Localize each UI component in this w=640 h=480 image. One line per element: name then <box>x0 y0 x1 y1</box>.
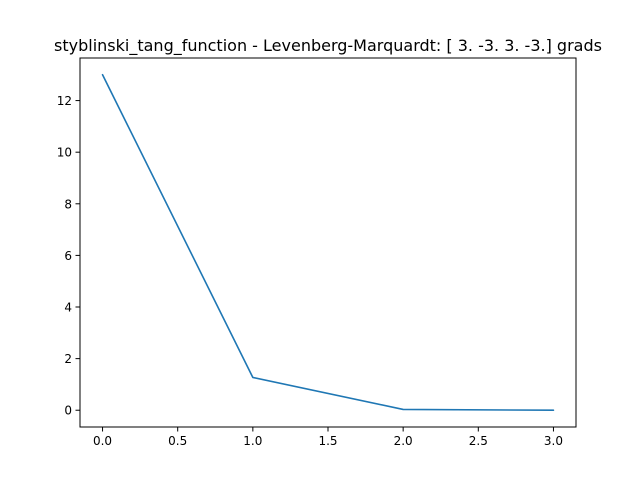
series-line <box>101 73 555 412</box>
y-axis-ticks: 0 2 4 6 8 10 12 <box>57 94 80 418</box>
plot-area-frame <box>79 57 577 428</box>
y-tick-label: 6 <box>64 249 72 263</box>
x-tick-label: 1.0 <box>243 434 262 448</box>
x-tick-label: 0.5 <box>168 434 187 448</box>
series-group <box>101 73 555 412</box>
x-tick-label: 0.0 <box>93 434 112 448</box>
x-tick-label: 1.5 <box>318 434 337 448</box>
chart-title: styblinski_tang_function - Levenberg-Mar… <box>54 36 602 56</box>
y-tick-label: 4 <box>64 301 72 315</box>
x-axis-ticks: 0.0 0.5 1.0 1.5 2.0 2.5 3.0 <box>93 427 563 448</box>
y-tick-label: 10 <box>57 146 72 160</box>
y-tick-label: 8 <box>64 197 72 211</box>
x-tick-label: 3.0 <box>544 434 563 448</box>
x-tick-label: 2.5 <box>469 434 488 448</box>
y-tick-label: 0 <box>64 404 72 418</box>
x-tick-label: 2.0 <box>394 434 413 448</box>
y-tick-label: 12 <box>57 94 72 108</box>
y-tick-label: 2 <box>64 352 72 366</box>
